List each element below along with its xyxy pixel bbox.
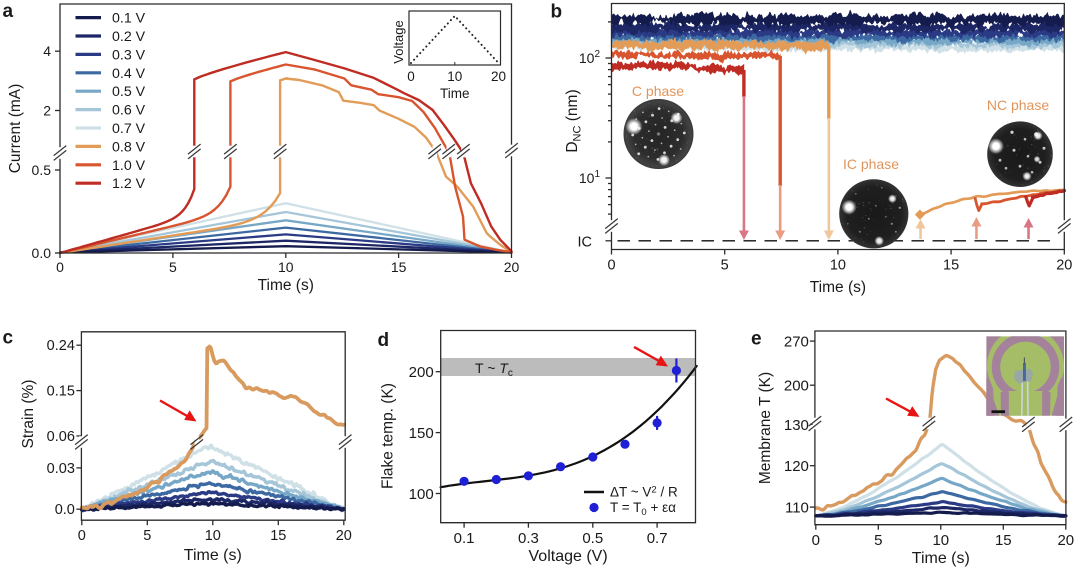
svg-text:20: 20: [491, 69, 506, 84]
svg-text:a: a: [3, 1, 14, 22]
svg-text:DNC (nm): DNC (nm): [564, 89, 584, 152]
svg-text:0: 0: [56, 259, 64, 275]
svg-text:4: 4: [43, 43, 51, 59]
svg-text:100: 100: [409, 486, 434, 503]
svg-text:e: e: [751, 329, 762, 350]
svg-text:102: 102: [579, 49, 601, 66]
svg-text:150: 150: [409, 425, 434, 442]
svg-text:270: 270: [784, 334, 809, 351]
svg-text:0.03: 0.03: [47, 461, 75, 477]
svg-text:20: 20: [1057, 532, 1074, 549]
svg-text:Time (s): Time (s): [184, 547, 242, 564]
svg-text:20: 20: [336, 528, 352, 544]
svg-text:10: 10: [205, 528, 221, 544]
svg-text:200: 200: [784, 378, 809, 395]
svg-text:0.5 V: 0.5 V: [112, 84, 146, 100]
svg-text:0.7 V: 0.7 V: [112, 121, 146, 137]
svg-text:0.3 V: 0.3 V: [112, 47, 146, 63]
svg-text:10: 10: [447, 69, 462, 84]
svg-text:Flake temp. (K): Flake temp. (K): [380, 383, 397, 489]
svg-text:10: 10: [278, 259, 294, 275]
svg-text:10: 10: [830, 258, 846, 274]
svg-text:120: 120: [784, 458, 809, 475]
svg-text:110: 110: [785, 500, 809, 517]
svg-text:Voltage: Voltage: [391, 20, 406, 63]
svg-text:0.24: 0.24: [47, 338, 75, 354]
svg-text:T = T0 + εα: T = T0 + εα: [610, 500, 676, 518]
svg-text:2: 2: [43, 103, 51, 119]
svg-text:IC: IC: [578, 235, 593, 251]
svg-text:5: 5: [721, 258, 729, 274]
svg-text:IC phase: IC phase: [843, 156, 899, 172]
svg-text:0: 0: [607, 258, 615, 274]
svg-text:0.8 V: 0.8 V: [112, 139, 146, 155]
svg-text:c: c: [3, 328, 14, 349]
svg-text:0.06: 0.06: [47, 429, 75, 445]
svg-text:Time (s): Time (s): [912, 550, 970, 567]
svg-text:0.1 V: 0.1 V: [112, 11, 146, 27]
svg-text:0.2 V: 0.2 V: [112, 29, 146, 45]
svg-text:0.3: 0.3: [518, 530, 539, 547]
svg-text:1.0 V: 1.0 V: [112, 158, 146, 174]
svg-text:b: b: [551, 2, 563, 23]
svg-text:15: 15: [943, 258, 959, 274]
svg-text:1.2 V: 1.2 V: [112, 176, 146, 192]
svg-text:0.15: 0.15: [47, 384, 75, 400]
svg-text:Time (s): Time (s): [258, 277, 314, 294]
svg-text:15: 15: [391, 259, 407, 275]
svg-text:5: 5: [874, 532, 882, 549]
svg-text:0: 0: [78, 528, 86, 544]
svg-text:0.6 V: 0.6 V: [112, 103, 146, 119]
svg-text:Time: Time: [440, 86, 470, 101]
svg-text:130: 130: [784, 417, 809, 434]
svg-text:0.1: 0.1: [454, 530, 475, 547]
svg-text:15: 15: [270, 528, 286, 544]
svg-text:Membrane T (K): Membrane T (K): [757, 372, 774, 484]
svg-text:Voltage (V): Voltage (V): [529, 548, 608, 565]
svg-text:0.5: 0.5: [582, 530, 603, 547]
svg-text:20: 20: [504, 259, 520, 275]
svg-text:0.4 V: 0.4 V: [112, 66, 146, 82]
svg-text:0.7: 0.7: [647, 530, 668, 547]
svg-text:101: 101: [579, 169, 601, 186]
svg-text:0.0: 0.0: [32, 245, 52, 261]
svg-text:10: 10: [932, 532, 949, 549]
svg-text:200: 200: [409, 364, 434, 381]
svg-text:Strain (%): Strain (%): [20, 380, 37, 449]
svg-text:20: 20: [1056, 258, 1072, 274]
svg-text:5: 5: [169, 259, 177, 275]
svg-text:0: 0: [812, 532, 820, 549]
svg-text:0.5: 0.5: [32, 162, 52, 178]
svg-text:ΔT ~ V2 / R: ΔT ~ V2 / R: [610, 485, 678, 500]
svg-text:0: 0: [407, 69, 415, 84]
svg-text:Current (mA): Current (mA): [7, 84, 24, 174]
svg-text:d: d: [378, 330, 390, 351]
svg-text:Time (s): Time (s): [810, 279, 866, 296]
svg-text:15: 15: [995, 532, 1012, 549]
svg-text:C phase: C phase: [632, 83, 684, 99]
svg-text:NC phase: NC phase: [987, 97, 1049, 113]
svg-text:5: 5: [143, 528, 151, 544]
svg-text:0.0: 0.0: [55, 502, 75, 518]
svg-text:T ~ Tc: T ~ Tc: [475, 360, 513, 379]
